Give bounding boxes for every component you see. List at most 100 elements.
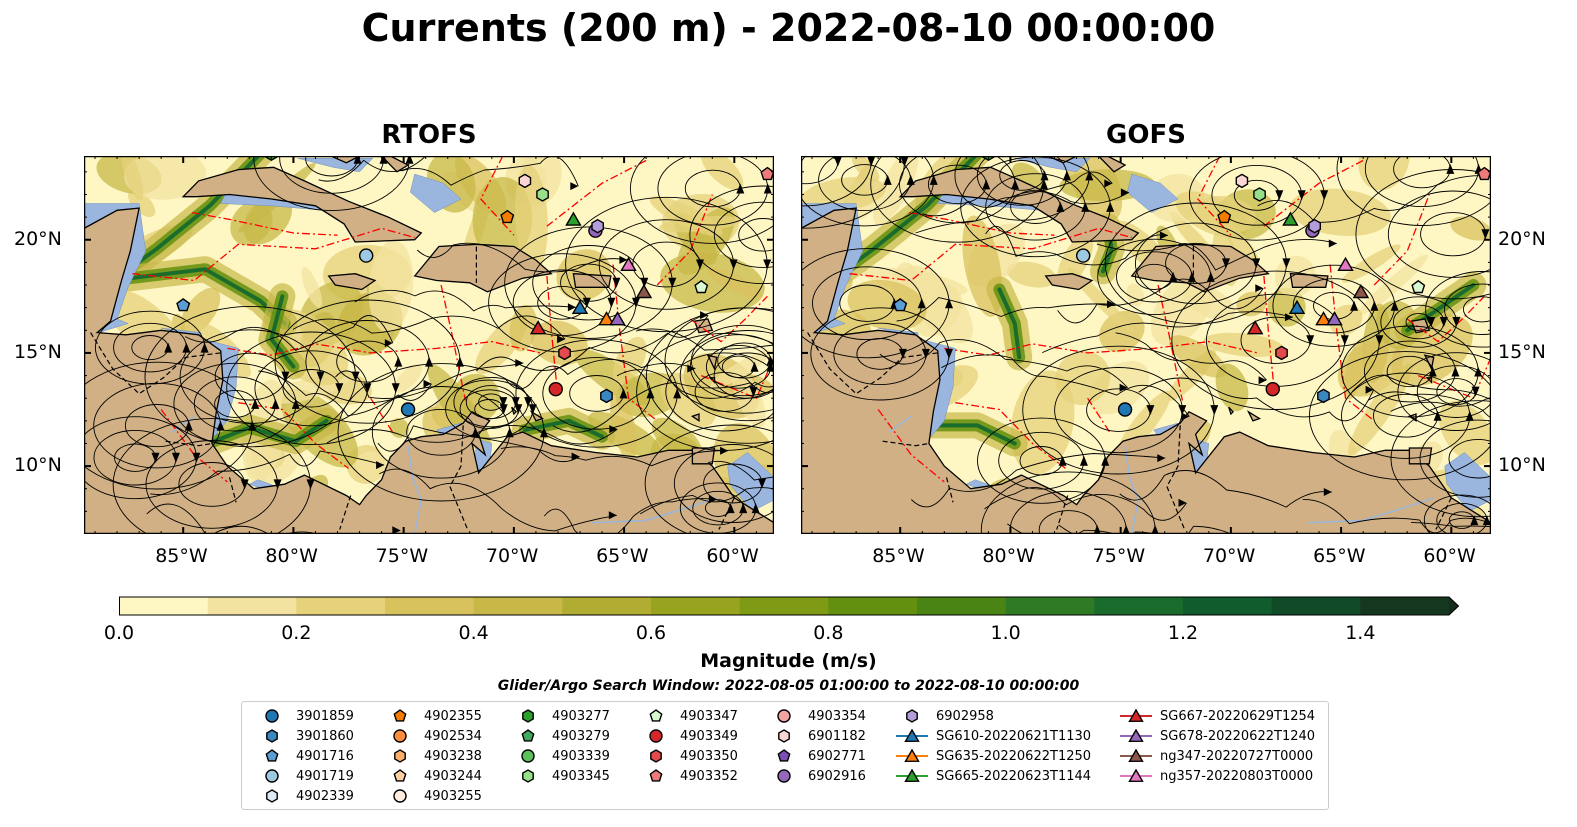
- eez-boundary: [1263, 275, 1276, 399]
- legend-circle: [265, 709, 279, 723]
- legend-entry: 4903238: [380, 746, 482, 766]
- legend-column: 4903354 6901182 6902771 6902916: [764, 706, 866, 786]
- legend-hexagon: [522, 769, 534, 783]
- legend-entry-label: 4903345: [552, 768, 610, 784]
- colorbar-tick-label: 1.4: [1345, 622, 1376, 644]
- legend-entry-label: 4903352: [680, 768, 738, 784]
- eez-boundary: [877, 409, 945, 483]
- legend-triangle: [1128, 768, 1144, 783]
- eez-boundary: [1087, 397, 1111, 433]
- colorbar-label: Magnitude (m/s): [700, 650, 877, 672]
- colorbar-segment: [1183, 597, 1273, 615]
- legend-entry: 4903354: [764, 706, 866, 726]
- legend-pentagon: [521, 729, 535, 742]
- legend-marker-icon: [393, 729, 407, 743]
- legend-marker-icon: [649, 769, 663, 782]
- legend-triangle: [904, 768, 920, 783]
- legend-entry: 3901860: [252, 726, 354, 746]
- legend-column: SG667-20220629T1254 SG678-20220622T1240 ng…: [1116, 706, 1315, 786]
- marker-6902958: [1308, 218, 1321, 234]
- eez-boundary: [612, 264, 658, 422]
- eez-boundary: [908, 211, 1055, 236]
- marker-3901859: [1117, 402, 1133, 417]
- legend-entry: ng347-20220727T0000: [1116, 746, 1315, 766]
- colorbar-extend-arrow: [1449, 597, 1459, 615]
- marker-4901716: [176, 298, 191, 312]
- legend-column: 3901859 3901860 4901716 4901719 4902339: [252, 706, 354, 806]
- eez-boundary: [1197, 156, 1232, 236]
- colorbar-tick-label: 0.0: [103, 622, 135, 644]
- legend-entry: 6902916: [764, 766, 866, 786]
- marker-SG667: [1246, 320, 1264, 335]
- legend-entry-label: 4903349: [680, 728, 738, 744]
- legend-entry-label: 4903347: [680, 708, 738, 724]
- river: [888, 415, 912, 433]
- legend-entry: 4903255: [380, 786, 482, 806]
- legend-marker-icon: [777, 709, 791, 723]
- country-border: [449, 425, 469, 530]
- marker-4901719: [358, 248, 374, 263]
- legend-entry: SG665-20220623T1144: [892, 766, 1091, 786]
- marker-4901719: [1075, 248, 1091, 263]
- legend-entry: 4903352: [636, 766, 738, 786]
- legend-entry-label: 4903350: [680, 748, 738, 764]
- legend-entry-label: 4903279: [552, 728, 610, 744]
- legend-entry-label: 3901860: [296, 728, 354, 744]
- colorbar-tick-label: 0.6: [635, 622, 667, 644]
- legend-entry-label: 6902958: [936, 708, 994, 724]
- legend-entry-label: SG665-20220623T1144: [936, 768, 1092, 784]
- lat-tick-label-right: 20°N: [1498, 227, 1546, 250]
- eez-boundary: [480, 156, 515, 236]
- country-border: [1435, 497, 1452, 530]
- observation-markers: [893, 156, 1491, 417]
- legend-marker-icon: [265, 769, 279, 783]
- eez-boundary: [546, 275, 559, 399]
- legend-marker-icon: [777, 769, 791, 783]
- legend-entry: 4901719: [252, 766, 354, 786]
- eez-boundary: [238, 402, 349, 469]
- legend-entry: 4903279: [508, 726, 610, 746]
- rtofs-current-map: [84, 156, 774, 534]
- legend-entry-label: 4903255: [424, 788, 482, 804]
- legend-hexagon: [906, 709, 918, 723]
- river: [1124, 445, 1140, 534]
- map-frame: [84, 156, 774, 534]
- colorbar-segment: [1360, 597, 1450, 615]
- legend-marker-icon: [265, 709, 279, 723]
- colorbar-segment: [473, 597, 563, 615]
- marker-4902355: [500, 209, 515, 224]
- eez-boundary: [656, 194, 713, 286]
- eez-boundary: [227, 340, 541, 356]
- legend-entry-label: SG610-20220621T1130: [936, 728, 1092, 744]
- legend-marker-icon: [394, 749, 406, 763]
- marker-SG667: [529, 320, 547, 335]
- lat-tick-label-right: 15°N: [1498, 340, 1546, 363]
- river: [171, 415, 195, 433]
- legend-marker-icon: [777, 749, 791, 762]
- marker-3901860: [1317, 388, 1330, 404]
- legend-marker-icon: [1120, 748, 1152, 763]
- magnitude-colorbar: [119, 596, 1459, 616]
- legend-marker-icon: [393, 709, 407, 722]
- colorbar-segment: [828, 597, 918, 615]
- legend-marker-icon: [266, 729, 278, 743]
- colorbar-tick-label: 0.2: [281, 622, 312, 644]
- country-border: [718, 497, 735, 530]
- legend-marker-icon: [393, 769, 407, 782]
- marker-3901860: [600, 388, 613, 404]
- marker-6902958: [591, 218, 604, 234]
- legend-circle: [393, 789, 407, 803]
- marker-ng347: [635, 283, 653, 299]
- colorbar-segment: [651, 597, 741, 615]
- legend-entry: SG610-20220621T1130: [892, 726, 1091, 746]
- legend-entry-label: ng357-20220803T0000: [1160, 768, 1314, 784]
- legend-marker-icon: [1120, 728, 1152, 743]
- legend-entry: ng357-20220803T0000: [1116, 766, 1315, 786]
- legend-triangle: [1128, 748, 1144, 763]
- legend-entry-label: 4901716: [296, 748, 354, 764]
- legend-triangle: [1128, 728, 1144, 743]
- legend-triangle: [1128, 708, 1144, 723]
- lat-tick-label-left: 20°N: [14, 227, 62, 250]
- legend-entry: 6902771: [764, 746, 866, 766]
- search-window-caption: Glider/Argo Search Window: 2022-08-05 01…: [497, 678, 1080, 694]
